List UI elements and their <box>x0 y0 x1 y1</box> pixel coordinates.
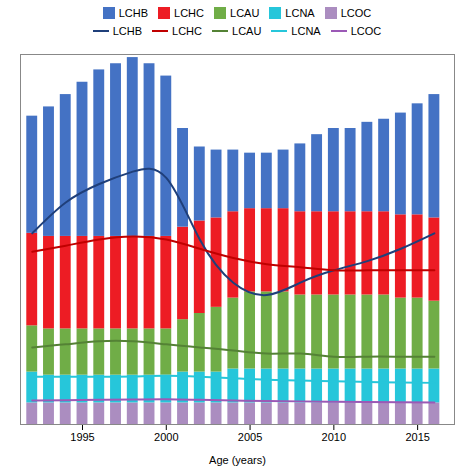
svg-text:2005: 2005 <box>238 431 262 443</box>
html-text:LCHC: LCHC <box>174 7 204 19</box>
html-text:LCAU: LCAU <box>230 7 260 19</box>
svg-text:Age (years): Age (years) <box>209 454 266 466</box>
svg-text:1995: 1995 <box>70 431 94 443</box>
svg-text:2010: 2010 <box>322 431 346 443</box>
html-text:LCHB: LCHB <box>112 25 143 37</box>
html-text:LCNA: LCNA <box>285 7 315 19</box>
html-text:LCOC: LCOC <box>350 25 382 37</box>
html-text:LCNA: LCNA <box>291 25 321 37</box>
html-text:LCOC: LCOC <box>340 7 372 19</box>
html-text:LCHC: LCHC <box>172 25 202 37</box>
svg-text:2000: 2000 <box>154 431 178 443</box>
html-text:LCHB: LCHB <box>118 7 149 19</box>
svg-text:2015: 2015 <box>405 431 429 443</box>
html-text:LCAU: LCAU <box>232 25 262 37</box>
